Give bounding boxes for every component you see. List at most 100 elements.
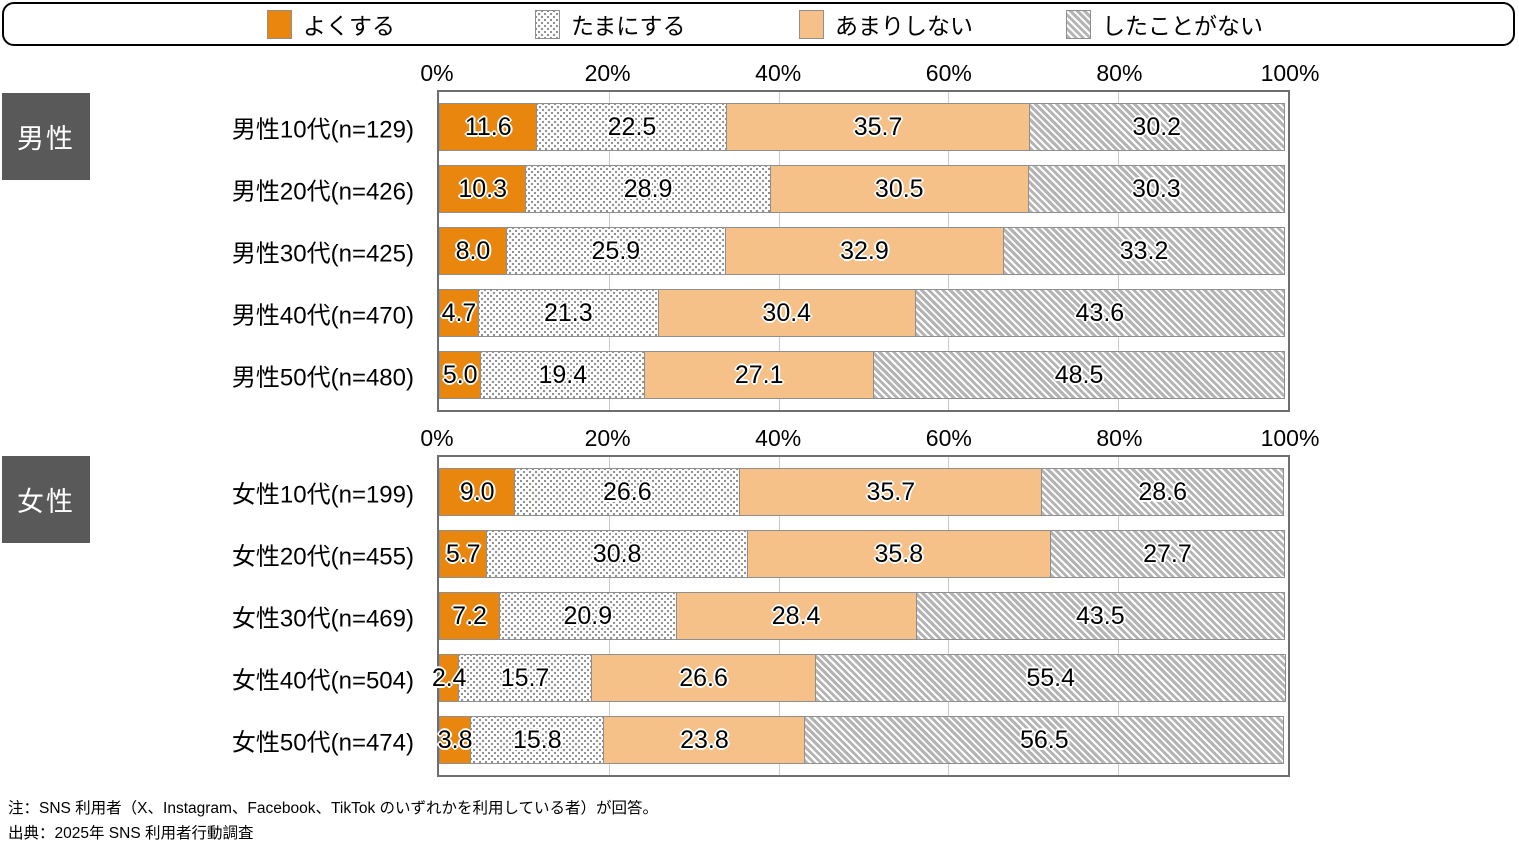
- bar-segment: 56.5: [804, 716, 1285, 764]
- axis-male: 0% 20% 40% 60% 80% 100%: [420, 60, 1319, 87]
- legend: よくする たまにする あまりしない したことがない: [2, 2, 1515, 46]
- hatched-swatch-icon: [1066, 9, 1091, 39]
- bar-value-label: 8.0: [455, 236, 491, 265]
- bar-value-label: 20.9: [563, 601, 613, 630]
- bar-value-label: 15.8: [512, 725, 562, 754]
- bar-segment: 26.6: [590, 654, 817, 702]
- axis-tick-label: 0%: [420, 425, 454, 451]
- axis-tick-label: 20%: [584, 60, 631, 86]
- bar-segment: 10.3: [439, 165, 527, 213]
- bar-value-label: 5.0: [442, 360, 478, 389]
- axis-female: 0% 20% 40% 60% 80% 100%: [420, 425, 1319, 452]
- bar-value-label: 3.8: [437, 725, 473, 754]
- bar-segment: 35.7: [739, 468, 1043, 516]
- row-label: 男性30代(n=425): [231, 240, 414, 268]
- legend-label: たまにする: [571, 13, 686, 39]
- bar-value-label: 30.2: [1132, 112, 1182, 141]
- bar-segment: 27.7: [1049, 530, 1285, 578]
- axis-tick-label: 60%: [925, 425, 972, 451]
- bar-segment: 30.8: [486, 530, 748, 578]
- bar-value-label: 5.7: [445, 539, 481, 568]
- bar-row: 女性20代(n=455) 5.7 30.8 35.8 27.7: [232, 530, 1288, 578]
- plot-male: 男性10代(n=129) 11.6 22.5 35.7 30.2 男性20代(n=426)…: [232, 90, 1290, 412]
- footnote-line1: 注：SNS 利用者（X、Instagram、Facebook、TikTok のい…: [8, 800, 659, 817]
- bar-value-label: 35.7: [866, 477, 916, 506]
- bar-value-label: 35.7: [853, 112, 903, 141]
- bar-value-label: 33.2: [1119, 236, 1169, 265]
- bar-segment: 32.9: [724, 227, 1005, 275]
- bar-row: 男性40代(n=470) 4.7 21.3 30.4 43.6: [232, 289, 1288, 337]
- bar-value-label: 30.3: [1132, 174, 1181, 203]
- row-label: 男性10代(n=129): [231, 116, 414, 144]
- bar-segment: 30.5: [769, 165, 1029, 213]
- bar-value-label: 7.2: [452, 601, 487, 630]
- axis-tick-label: 60%: [925, 60, 972, 86]
- section-box-male: 男性: [2, 93, 90, 180]
- bar-segment: 28.4: [675, 592, 917, 640]
- footnote-line2: 出典：2025年 SNS 利用者行動調査: [8, 825, 254, 842]
- axis-tick-label: 20%: [584, 425, 631, 451]
- bar-row: 女性50代(n=474) 3.8 15.8 23.8 56.5: [232, 716, 1288, 764]
- bar-value-label: 10.3: [458, 174, 508, 203]
- bar-segment: 5.7: [439, 530, 488, 578]
- bar-value-label: 28.4: [771, 601, 821, 630]
- legend-item: よくする: [267, 7, 395, 41]
- bar-value-label: 9.0: [459, 477, 495, 506]
- row-label: 男性40代(n=470): [231, 302, 414, 330]
- bar-segment: 19.4: [480, 351, 646, 399]
- bar-segment: 35.8: [746, 530, 1051, 578]
- section-box-female: 女性: [2, 456, 90, 543]
- row-label: 女性30代(n=469): [231, 605, 414, 633]
- bar-value-label: 23.8: [680, 725, 729, 754]
- solid-peach-swatch-icon: [799, 9, 824, 39]
- bar-value-label: 48.5: [1054, 360, 1104, 389]
- legend-item: たまにする: [535, 7, 686, 41]
- solid-orange-swatch-icon: [267, 9, 292, 39]
- bar-row: 男性30代(n=425) 8.0 25.9 32.9 33.2: [232, 227, 1288, 275]
- bar-segment: 7.2: [439, 592, 501, 640]
- row-label: 女性40代(n=504): [231, 667, 414, 695]
- bar-segment: 28.9: [525, 165, 771, 213]
- bar-segment: 28.6: [1041, 468, 1285, 516]
- bar-value-label: 30.5: [874, 174, 924, 203]
- footnotes: 注：SNS 利用者（X、Instagram、Facebook、TikTok のい…: [8, 796, 658, 846]
- bar-value-label: 27.1: [734, 360, 784, 389]
- bar-value-label: 55.4: [1026, 663, 1075, 692]
- bar-segment: 33.2: [1003, 227, 1285, 275]
- bar-segment: 15.8: [470, 716, 605, 764]
- bar-segment: 21.3: [477, 289, 659, 337]
- bar-segment: 5.0: [439, 351, 482, 399]
- section-label-male: 男性: [17, 124, 75, 154]
- row-label: 男性20代(n=426): [231, 178, 414, 206]
- row-label: 女性10代(n=199): [231, 481, 414, 509]
- axis-tick-label: 100%: [1260, 425, 1320, 451]
- bar-segment: 30.3: [1027, 165, 1285, 213]
- legend-item: あまりしない: [799, 7, 973, 41]
- bar-value-label: 19.4: [538, 360, 588, 389]
- bar-segment: 22.5: [536, 103, 728, 151]
- bar-value-label: 56.5: [1019, 725, 1069, 754]
- bar-segment: 43.6: [914, 289, 1285, 337]
- axis-tick-label: 80%: [1096, 425, 1143, 451]
- bar-value-label: 4.7: [441, 298, 477, 327]
- bar-segment: 55.4: [815, 654, 1286, 702]
- bar-segment: 35.7: [726, 103, 1030, 151]
- bar-row: 男性20代(n=426) 10.3 28.9 30.5 30.3: [232, 165, 1288, 213]
- bar-segment: 4.7: [439, 289, 479, 337]
- bar-value-label: 11.6: [464, 112, 512, 141]
- axis-tick-label: 0%: [420, 60, 454, 86]
- row-label: 女性50代(n=474): [231, 729, 414, 757]
- bar-row: 男性10代(n=129) 11.6 22.5 35.7 30.2: [232, 103, 1288, 151]
- bar-value-label: 27.7: [1143, 539, 1192, 568]
- bar-segment: 23.8: [603, 716, 806, 764]
- bar-value-label: 15.7: [500, 663, 550, 692]
- bar-row: 女性40代(n=504) 2.4 15.7 26.6 55.4: [232, 654, 1288, 702]
- bar-value-label: 22.5: [607, 112, 657, 141]
- axis-tick-label: 80%: [1096, 60, 1143, 86]
- bar-segment: 8.0: [439, 227, 507, 275]
- bar-value-label: 25.9: [591, 236, 641, 265]
- axis-tick-label: 40%: [755, 60, 802, 86]
- bar-value-label: 43.5: [1075, 601, 1125, 630]
- legend-label: よくする: [303, 13, 395, 39]
- bar-value-label: 32.9: [840, 236, 889, 265]
